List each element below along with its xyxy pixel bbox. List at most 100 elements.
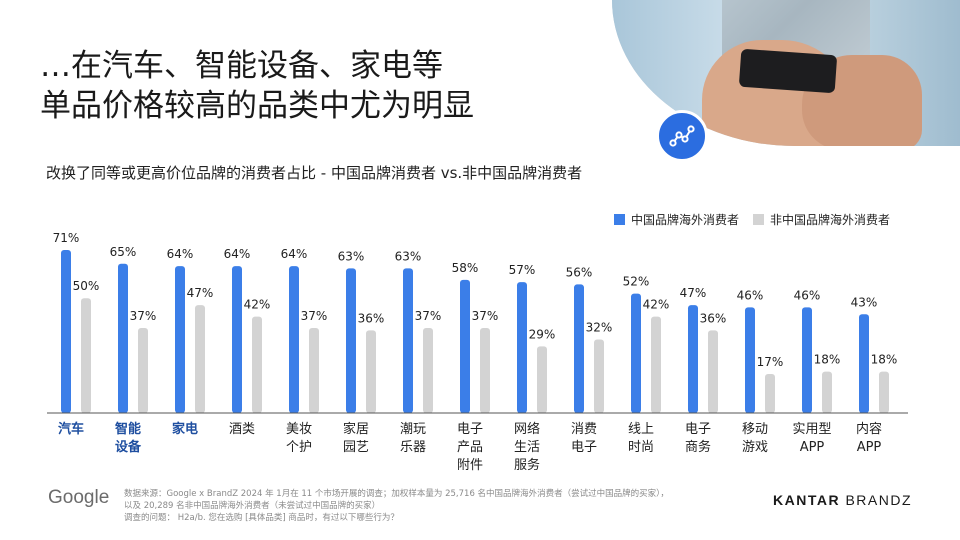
data-label: 29%: [529, 327, 556, 341]
data-label: 71%: [53, 231, 80, 245]
legend-label: 非中国品牌海外消费者: [770, 213, 891, 227]
data-label: 63%: [338, 249, 365, 263]
photo-smartphone: [738, 48, 838, 94]
bar-chinese-brand: [859, 314, 869, 413]
bar-chinese-brand: [232, 266, 242, 413]
category-label: 家居: [343, 421, 369, 437]
bar-chinese-brand: [346, 268, 356, 413]
legend-swatch-grey: [753, 214, 765, 225]
category-label: 附件: [457, 458, 483, 473]
bar-non-chinese-brand: [366, 330, 376, 413]
category-label: APP: [857, 440, 882, 455]
bar-chinese-brand: [745, 307, 755, 413]
data-label: 47%: [187, 286, 214, 300]
legend-item-non-chinese-brand: 非中国品牌海外消费者: [753, 211, 890, 228]
category-label: 产品: [457, 440, 483, 455]
data-label: 17%: [757, 355, 784, 369]
data-label: 42%: [643, 298, 670, 312]
chart-legend: 中国品牌海外消费者 非中国品牌海外消费者: [614, 211, 904, 228]
bar-chinese-brand: [631, 293, 641, 413]
bar-non-chinese-brand: [765, 373, 775, 413]
data-label: 63%: [395, 249, 422, 263]
source-note: 数据来源：Google x BrandZ 2024 年 1月在 11 个市场开展…: [124, 488, 724, 524]
category-label: 服务: [514, 457, 540, 473]
bar-non-chinese-brand: [423, 328, 433, 413]
bar-non-chinese-brand: [480, 328, 490, 413]
data-label: 36%: [358, 311, 385, 325]
category-label: 实用型: [792, 422, 831, 437]
category-label: 酒类: [229, 422, 255, 437]
category-label: 电子: [685, 422, 711, 437]
data-label: 43%: [851, 295, 878, 309]
data-label: 64%: [224, 247, 251, 261]
bar-chinese-brand: [460, 279, 470, 413]
category-label: 乐器: [400, 440, 426, 455]
kantar-brandz-logo: KANTAR BRANDZ: [773, 492, 912, 508]
data-label: 37%: [130, 309, 157, 323]
data-label: 65%: [110, 245, 137, 259]
trend-line-icon: [656, 110, 708, 162]
bar-non-chinese-brand: [651, 316, 661, 413]
legend-label: 中国品牌海外消费者: [631, 213, 740, 227]
source-note-line-1: 数据来源：Google x BrandZ 2024 年 1月在 11 个市场开展…: [124, 489, 669, 499]
data-label: 42%: [244, 298, 271, 312]
data-label: 18%: [814, 353, 841, 367]
category-label: 游戏: [742, 440, 768, 455]
category-label: 移动: [742, 422, 768, 437]
bar-chinese-brand: [118, 263, 128, 413]
bar-non-chinese-brand: [195, 305, 205, 413]
bar-non-chinese-brand: [708, 330, 718, 413]
bar-chinese-brand: [175, 266, 185, 413]
page-title: …在汽车、智能设备、家电等 单品价格较高的品类中尤为明显: [40, 46, 474, 126]
data-label: 37%: [415, 309, 442, 323]
legend-swatch-blue: [614, 214, 625, 225]
data-label: 32%: [586, 321, 613, 335]
brandz-wordmark: BRANDZ: [845, 492, 913, 508]
bar-non-chinese-brand: [879, 371, 889, 413]
bar-chinese-brand: [403, 268, 413, 413]
bar-non-chinese-brand: [309, 328, 319, 413]
data-label: 57%: [509, 263, 536, 277]
category-label: 汽车: [58, 421, 84, 437]
data-label: 52%: [623, 275, 650, 289]
data-label: 47%: [680, 286, 707, 300]
category-label: 网络: [514, 421, 540, 437]
chart-subtitle: 改换了同等或更高价位品牌的消费者占比 - 中国品牌消费者 vs.非中国品牌消费者: [46, 164, 583, 182]
data-label: 58%: [452, 261, 479, 275]
title-line-2: 单品价格较高的品类中尤为明显: [40, 88, 474, 124]
category-label: 电子: [457, 422, 483, 437]
category-label: 美妆: [286, 422, 312, 437]
category-label: 潮玩: [400, 422, 426, 437]
category-label: 商务: [685, 439, 711, 455]
category-label: 生活: [514, 440, 540, 455]
category-label: 线上: [628, 422, 654, 437]
data-label: 36%: [700, 311, 727, 325]
category-label: 园艺: [343, 440, 369, 455]
data-label: 37%: [472, 309, 499, 323]
data-label: 64%: [281, 247, 308, 261]
category-label: 设备: [115, 439, 142, 455]
data-label: 50%: [73, 279, 100, 293]
hero-photo: [612, 0, 960, 146]
bar-chinese-brand: [289, 266, 299, 413]
category-label: APP: [800, 440, 825, 455]
category-label: 内容: [856, 421, 882, 437]
title-line-1: …在汽车、智能设备、家电等: [40, 48, 443, 84]
legend-item-chinese-brand: 中国品牌海外消费者: [614, 211, 739, 228]
data-label: 46%: [737, 288, 764, 302]
category-label: 家电: [172, 421, 198, 437]
data-label: 56%: [566, 265, 593, 279]
bar-non-chinese-brand: [138, 328, 148, 413]
bar-non-chinese-brand: [252, 316, 262, 413]
source-note-line-2: 以及 20,289 名非中国品牌海外消费者（未尝试过中国品牌的买家）: [124, 501, 381, 511]
google-logo: Google: [48, 487, 110, 508]
bar-non-chinese-brand: [594, 339, 604, 413]
category-label: 电子: [571, 440, 597, 455]
data-label: 18%: [871, 353, 898, 367]
bar-non-chinese-brand: [81, 298, 91, 413]
data-label: 64%: [167, 247, 194, 261]
kantar-wordmark: KANTAR: [773, 492, 841, 508]
data-label: 46%: [794, 288, 821, 302]
source-note-line-3: 调查的问题： H2a/b. 您在选购 [具体品类] 商品时，有过以下哪些行为？: [124, 513, 399, 523]
bar-chinese-brand: [574, 284, 584, 413]
